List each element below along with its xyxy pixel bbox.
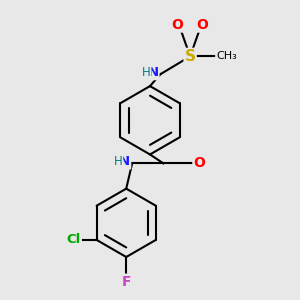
Text: Cl: Cl	[67, 233, 81, 246]
Text: CH₃: CH₃	[216, 51, 237, 62]
Text: H: H	[113, 155, 122, 168]
Text: O: O	[194, 156, 205, 170]
Text: O: O	[172, 18, 184, 32]
Text: F: F	[122, 275, 131, 289]
Text: S: S	[184, 49, 196, 64]
Text: N: N	[147, 66, 158, 79]
Text: O: O	[197, 18, 208, 32]
Text: H: H	[142, 66, 151, 79]
Text: N: N	[119, 155, 130, 168]
